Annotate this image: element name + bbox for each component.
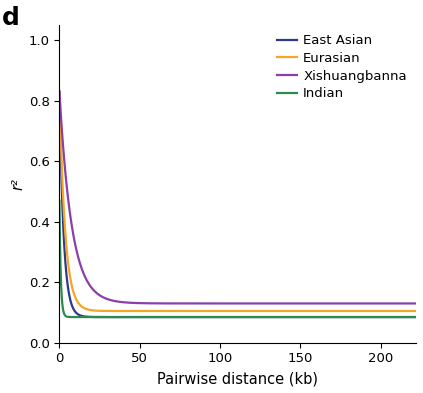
East Asian <box>57 89 62 94</box>
Indian <box>323 315 328 320</box>
Eurasian <box>122 309 127 313</box>
Indian <box>57 198 62 203</box>
Line: Eurasian: Eurasian <box>59 92 416 311</box>
Indian <box>109 315 114 320</box>
East Asian <box>122 315 127 320</box>
Xishuangbanna <box>414 301 419 306</box>
Eurasian <box>289 309 294 313</box>
East Asian <box>414 315 419 320</box>
Indian <box>271 315 276 320</box>
X-axis label: Pairwise distance (kb): Pairwise distance (kb) <box>157 371 318 386</box>
Eurasian <box>193 309 198 313</box>
East Asian <box>222 315 228 320</box>
Eurasian <box>271 309 276 313</box>
Y-axis label: r²: r² <box>11 178 26 190</box>
Eurasian <box>57 89 62 94</box>
Xishuangbanna <box>289 301 294 306</box>
Xishuangbanna <box>350 301 355 306</box>
Indian <box>193 315 198 320</box>
Indian <box>350 315 355 320</box>
Text: d: d <box>3 6 20 30</box>
Indian <box>414 315 419 320</box>
Xishuangbanna <box>271 301 276 306</box>
Line: Xishuangbanna: Xishuangbanna <box>59 92 416 303</box>
Indian <box>289 315 294 320</box>
Eurasian <box>323 309 328 313</box>
Line: East Asian: East Asian <box>59 92 416 317</box>
Xishuangbanna <box>57 89 62 94</box>
Line: Indian: Indian <box>59 200 416 317</box>
Eurasian <box>414 309 419 313</box>
Eurasian <box>350 309 355 313</box>
East Asian <box>350 315 355 320</box>
Indian <box>122 315 127 320</box>
East Asian <box>289 315 294 320</box>
Legend: East Asian, Eurasian, Xishuangbanna, Indian: East Asian, Eurasian, Xishuangbanna, Ind… <box>272 29 412 105</box>
East Asian <box>271 315 276 320</box>
East Asian <box>323 315 328 320</box>
Xishuangbanna <box>323 301 328 306</box>
Xishuangbanna <box>122 300 127 305</box>
Eurasian <box>282 309 287 313</box>
Xishuangbanna <box>193 301 198 306</box>
East Asian <box>193 315 198 320</box>
